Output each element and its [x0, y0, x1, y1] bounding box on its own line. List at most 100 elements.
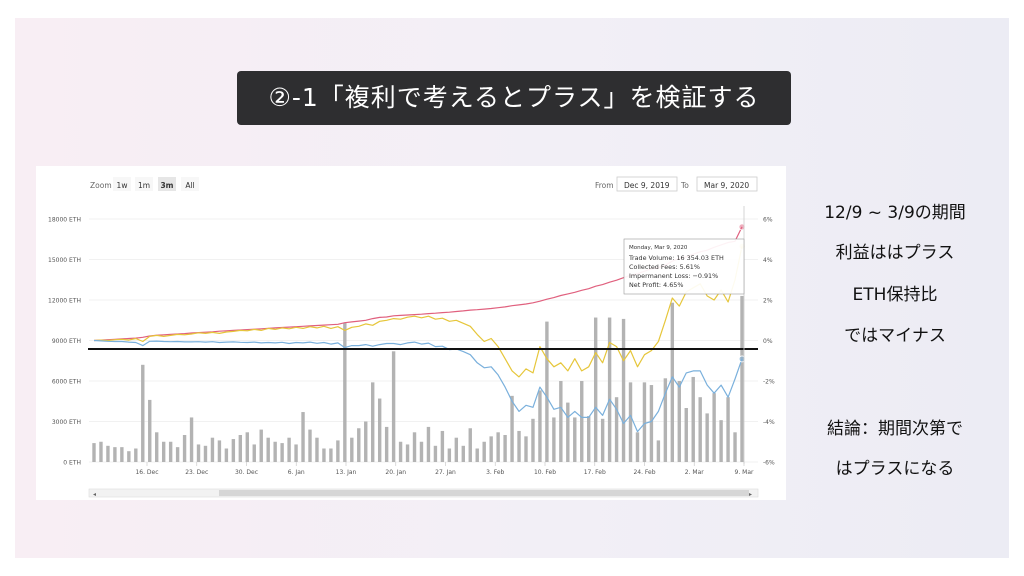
volume-bar — [566, 402, 570, 462]
volume-bar — [663, 378, 668, 462]
volume-bar — [405, 444, 410, 462]
to-label: To — [680, 181, 689, 190]
volume-bar — [224, 448, 229, 462]
x-axis-tick: 23. Dec — [185, 469, 208, 476]
volume-bar — [545, 321, 549, 462]
volume-bar — [684, 408, 688, 462]
volume-bar — [642, 382, 647, 462]
volume-bar — [391, 351, 396, 462]
x-axis-tick: 3. Feb — [486, 469, 504, 476]
tooltip-line: Impermanent Loss: −0.91% — [629, 272, 718, 280]
volume-bar — [433, 445, 438, 462]
volume-bar — [482, 441, 486, 462]
note-minus: ではマイナス — [844, 326, 946, 346]
volume-bar — [308, 429, 312, 462]
x-axis-tick: 24. Feb — [633, 469, 655, 476]
volume-bar — [719, 420, 723, 462]
zoom-All-button[interactable] — [181, 177, 199, 191]
volume-bar — [419, 441, 424, 462]
volume-bar — [134, 448, 138, 462]
x-axis-tick: 16. Dec — [135, 469, 158, 476]
volume-bar — [656, 440, 661, 462]
scrollbar-thumb[interactable] — [219, 490, 749, 496]
volume-bar — [447, 448, 452, 462]
right-axis-tick: 4% — [763, 257, 773, 264]
to-date-input[interactable] — [696, 176, 758, 192]
volume-bar — [552, 417, 556, 462]
volume-bar — [189, 417, 194, 462]
volume-bar — [538, 390, 542, 462]
volume-bar — [517, 430, 521, 462]
volume-bar — [733, 432, 737, 462]
fees-marker — [738, 223, 746, 231]
volume-bar — [384, 426, 389, 462]
volume-bar — [503, 435, 507, 462]
x-axis-tick: 9. Mar — [735, 469, 754, 476]
left-axis-tick: 9000 ETH — [52, 338, 81, 345]
volume-bar — [531, 418, 535, 462]
volume-bar — [161, 441, 166, 462]
right-axis-tick: -2% — [763, 379, 775, 386]
volume-bar — [266, 437, 270, 462]
volume-bar — [294, 444, 298, 462]
tooltip-line: Net Profit: 4.65% — [629, 281, 683, 289]
zoom-1w-label: 1w — [117, 181, 128, 190]
note-conclusion: 結論：期間次第で — [827, 419, 963, 439]
zoom-1m-label: 1m — [138, 181, 150, 190]
from-date-input[interactable] — [616, 176, 678, 192]
volume-bar — [628, 382, 633, 462]
note-eth-hold: ETH保持比 — [852, 285, 938, 305]
right-axis-tick: 0% — [763, 338, 773, 345]
x-axis-tick: 6. Jan — [288, 469, 305, 476]
volume-bar — [210, 437, 215, 462]
volume-bar — [705, 413, 709, 462]
from-label: From — [595, 181, 614, 190]
volume-bar — [155, 432, 159, 462]
left-axis-tick: 3000 ETH — [52, 419, 81, 426]
left-axis-tick: 12000 ETH — [48, 298, 81, 305]
from-date-value: Dec 9, 2019 — [624, 181, 670, 190]
volume-bar — [614, 397, 619, 462]
volume-bar — [607, 317, 612, 462]
volume-bar — [182, 435, 187, 462]
volume-bar — [559, 381, 563, 462]
zoom-label: Zoom — [90, 181, 112, 190]
volume-bar — [350, 437, 354, 462]
volume-bar — [168, 441, 173, 462]
volume-bar — [322, 448, 326, 462]
zoom-3m-button[interactable] — [158, 177, 176, 191]
left-axis-tick: 15000 ETH — [48, 257, 81, 264]
x-axis-tick: 17. Feb — [584, 469, 606, 476]
volume-bar — [593, 317, 598, 462]
x-axis-tick: 30. Dec — [235, 469, 258, 476]
x-axis-tick: 10. Feb — [534, 469, 556, 476]
volume-profit-chart: Zoom 1w 1m 3m All From Dec 9, 2019 To Mar 9… — [48, 176, 775, 498]
volume-bar — [489, 436, 493, 462]
volume-bar — [231, 439, 236, 462]
scroll-left-arrow-icon[interactable]: ◂ — [93, 491, 96, 498]
zoom-1w-button[interactable] — [113, 177, 131, 191]
volume-bar — [377, 398, 382, 462]
scroll-right-arrow-icon[interactable]: ▸ — [749, 491, 752, 498]
zoom-1m-button[interactable] — [135, 177, 153, 191]
volume-bar — [426, 426, 431, 462]
volume-bar — [649, 385, 654, 462]
left-axis-tick: 0 ETH — [63, 460, 81, 467]
volume-bar — [670, 302, 675, 462]
x-axis-tick: 2. Mar — [685, 469, 704, 476]
left-axis-tick: 6000 ETH — [52, 379, 81, 386]
volume-bar — [726, 397, 730, 462]
volume-bar — [740, 295, 744, 462]
volume-bar — [238, 435, 243, 462]
volume-bar — [252, 444, 256, 462]
volume-bar — [698, 397, 702, 462]
impermanent-loss-line — [93, 339, 743, 433]
tooltip-line: Trade Volume: 16 354.03 ETH — [628, 254, 724, 262]
to-date-value: Mar 9, 2020 — [704, 181, 749, 190]
volume-bar — [357, 428, 361, 462]
volume-bar — [245, 432, 249, 462]
volume-bar — [301, 412, 305, 462]
volume-bar — [600, 418, 605, 462]
volume-bar — [106, 445, 110, 462]
volume-bar — [203, 445, 208, 462]
